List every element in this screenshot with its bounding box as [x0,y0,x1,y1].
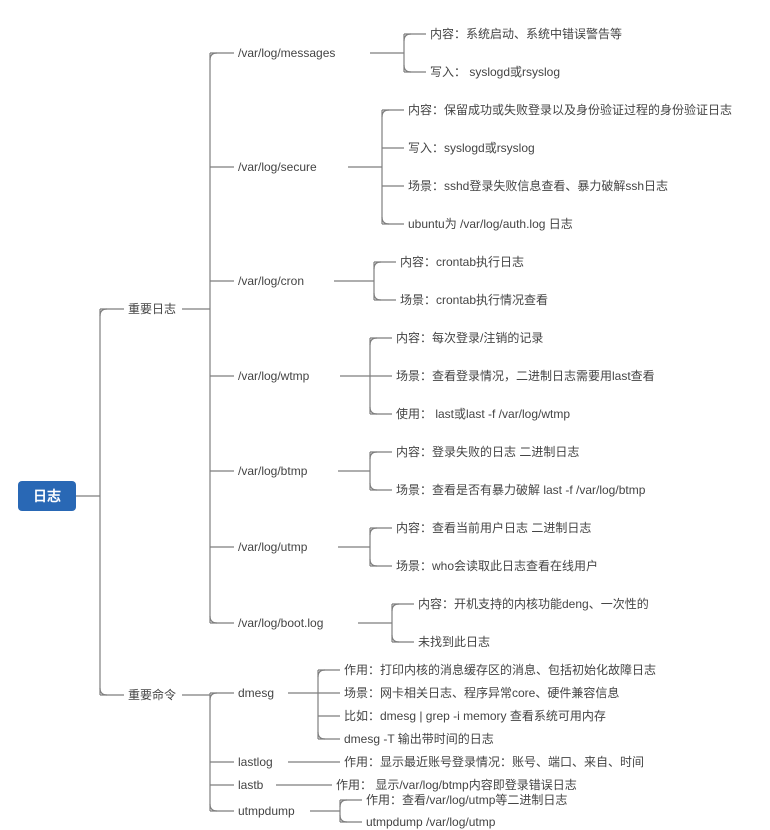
leaf-lastb-0: 作用： 显示/var/log/btmp内容即登录错误日志 [336,777,577,792]
leaf-secure-1: 写入：syslogd或rsyslog [408,141,535,155]
leaf-secure-2: 场景：sshd登录失败信息查看、暴力破解ssh日志 [408,178,668,193]
leaf-secure-0: 内容：保留成功或失败登录以及身份验证过程的身份验证日志 [408,102,732,117]
node-bootlog: /var/log/boot.log [238,616,323,630]
leaf-btmp-1: 场景：查看是否有暴力破解 last -f /var/log/btmp [396,482,646,497]
mindmap-tree: 日志 重要日志重要命令/var/log/messages 内容：系统启动、系统中错误… [0,0,770,830]
leaf-bootlog-0: 内容：开机支持的内核功能deng、一次性的 [418,596,649,611]
leaf-utmp-0: 内容：查看当前用户日志 二进制日志 [396,520,591,535]
leaf-messages-0: 内容：系统启动、系统中错误警告等 [430,26,622,41]
leaf-wtmp-0: 内容：每次登录/注销的记录 [396,330,543,345]
branch-cmds: 重要命令 [128,687,176,702]
leaf-secure-3: ubuntu为 /var/log/auth.log 日志 [408,217,573,231]
node-wtmp: /var/log/wtmp [238,369,310,383]
branch-logs: 重要日志 [128,302,176,316]
node-utmpdump: utmpdump [238,804,295,818]
leaf-cron-1: 场景：crontab执行情况查看 [400,293,548,307]
node-cron: /var/log/cron [238,274,304,288]
leaf-cron-0: 内容：crontab执行日志 [400,254,524,269]
leaf-dmesg-0: 作用：打印内核的消息缓存区的消息、包括初始化故障日志 [344,662,656,677]
leaf-btmp-0: 内容：登录失败的日志 二进制日志 [396,444,579,459]
leaf-dmesg-1: 场景：网卡相关日志、程序异常core、硬件兼容信息 [344,685,619,700]
node-dmesg: dmesg [238,686,274,700]
leaf-utmpdump-1: utmpdump /var/log/utmp [366,815,496,829]
node-lastlog: lastlog [238,755,273,769]
leaf-wtmp-1: 场景：查看登录情况，二进制日志需要用last查看 [396,368,655,383]
node-messages: /var/log/messages [238,46,335,60]
node-utmp: /var/log/utmp [238,540,308,554]
leaf-wtmp-2: 使用： last或last -f /var/log/wtmp [396,406,570,421]
node-secure: /var/log/secure [238,160,317,174]
leaf-lastlog-0: 作用：显示最近账号登录情况：账号、端口、来自、时间 [344,754,644,769]
leaf-bootlog-1: 未找到此日志 [418,635,490,649]
leaf-messages-1: 写入： syslogd或rsyslog [430,65,560,79]
leaf-utmp-1: 场景：who会读取此日志查看在线用户 [396,558,598,573]
leaf-utmpdump-0: 作用：查看/var/log/utmp等二进制日志 [366,793,567,807]
node-btmp: /var/log/btmp [238,464,308,478]
root-label: 日志 [33,488,61,504]
leaf-dmesg-2: 比如：dmesg | grep -i memory 查看系统可用内存 [344,708,606,723]
leaf-dmesg-3: dmesg -T 输出带时间的日志 [344,731,494,746]
node-lastb: lastb [238,778,264,792]
